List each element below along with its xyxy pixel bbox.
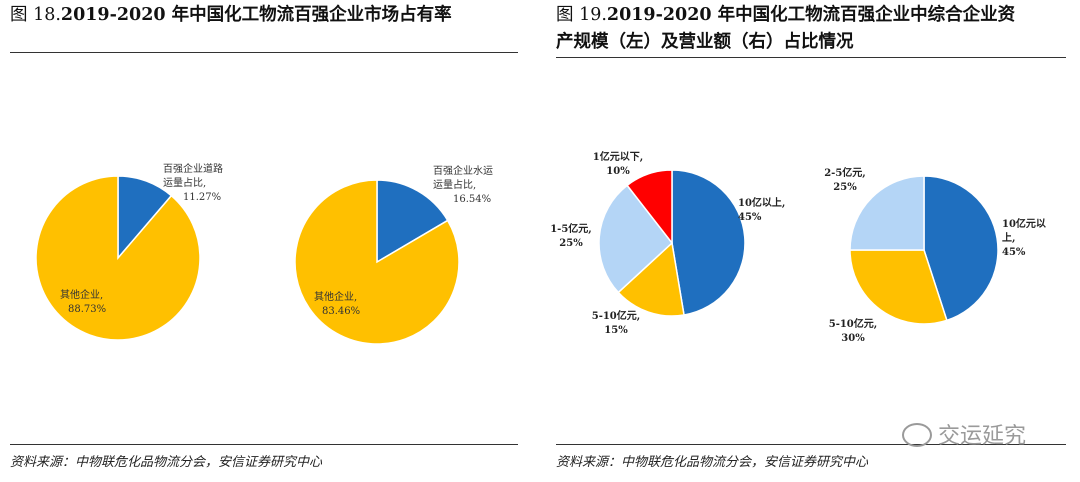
- pie-3-label-1-5b: 1-5亿元, 25%: [550, 222, 592, 249]
- pie-1-label-other: 其他企业, 88.73%: [60, 288, 106, 315]
- watermark-text: 交运延究: [938, 424, 1027, 449]
- pie-4-label-gt-10b: 10亿元以上, 45%: [1002, 217, 1046, 258]
- right-figure-title-line2: 产规模（左）及营业额（右）占比情况: [556, 32, 854, 52]
- pie-1-slice-other: [35, 175, 201, 341]
- left-source-note: 资料来源：中物联危化品物流分会，安信证券研究中心: [10, 455, 323, 470]
- pie-3-slice-gt-10b: [671, 169, 746, 316]
- right-figure-title: 图 19.2019-2020 年中国化工物流百强企业中综合企业资 产规模（左）及…: [556, 2, 1080, 56]
- left-figure-panel: 图 18.2019-2020 年中国化工物流百强企业市场占有率 资料来源：中物联…: [0, 0, 528, 482]
- pie-2-label-other: 其他企业, 83.46%: [314, 290, 360, 317]
- right-figure-title-text-1: 2019-2020 年中国化工物流百强企业中综合企业资: [606, 5, 1016, 25]
- pie-4-label-5-10b: 5-10亿元, 30%: [829, 317, 878, 344]
- right-title-rule: [556, 57, 1066, 58]
- pie-chart-1: 百强企业道路运量占比, 11.27% 其他企业, 88.73%: [35, 162, 223, 341]
- left-title-rule: [10, 52, 518, 53]
- pie-3-label-gt-10b: 10亿以上, 45%: [738, 196, 785, 223]
- pie-chart-3: 10亿以上, 45% 5-10亿元, 15% 1-5亿元, 25% 1亿元以下, 10%: [550, 150, 785, 336]
- right-figure-title-line1: 图 19.2019-2020 年中国化工物流百强企业中综合企业资: [556, 2, 1080, 29]
- right-source-note: 资料来源：中物联危化品物流分会，安信证券研究中心: [556, 455, 869, 470]
- left-figure-title-text: 2019-2020 年中国化工物流百强企业市场占有率: [60, 5, 452, 25]
- left-figure-label: 图 18.: [10, 5, 61, 25]
- pie-chart-2: 百强企业水运运量占比, 16.54% 其他企业, 83.46%: [294, 164, 493, 345]
- pie-3-slice-5-10b: [617, 241, 685, 317]
- pie-2-slice-water: [376, 179, 449, 264]
- right-figure-label: 图 19.: [556, 5, 607, 25]
- pie-4-slice-2-5b: [849, 175, 925, 251]
- watermark: 交运延究: [902, 418, 1026, 450]
- pie-3-label-lt-1b: 1亿元以下, 10%: [593, 150, 643, 177]
- chat-bubble-icon: [902, 423, 932, 447]
- pie-3-slice-lt-1b: [626, 169, 673, 246]
- right-source-rule: [556, 444, 1066, 445]
- pie-2-slice-other: [294, 179, 460, 345]
- pie-1-label-road: 百强企业道路运量占比, 11.27%: [163, 162, 223, 203]
- pie-chart-4: 10亿元以上, 45% 5-10亿元, 30% 2-5亿元, 25%: [824, 166, 1046, 344]
- left-source-rule: [10, 444, 518, 445]
- pie-2-label-water: 百强企业水运运量占比, 16.54%: [433, 164, 493, 205]
- pie-3-slice-1-5b: [598, 184, 674, 294]
- pie-3-label-5-10b: 5-10亿元, 15%: [592, 309, 641, 336]
- pie-4-slice-5-10b: [849, 249, 948, 325]
- pie-4-slice-gt-10b: [923, 175, 999, 322]
- left-figure-title: 图 18.2019-2020 年中国化工物流百强企业市场占有率: [10, 2, 528, 29]
- pie-4-label-2-5b: 2-5亿元, 25%: [824, 166, 866, 193]
- right-figure-panel: 图 19.2019-2020 年中国化工物流百强企业中综合企业资 产规模（左）及…: [546, 0, 1080, 482]
